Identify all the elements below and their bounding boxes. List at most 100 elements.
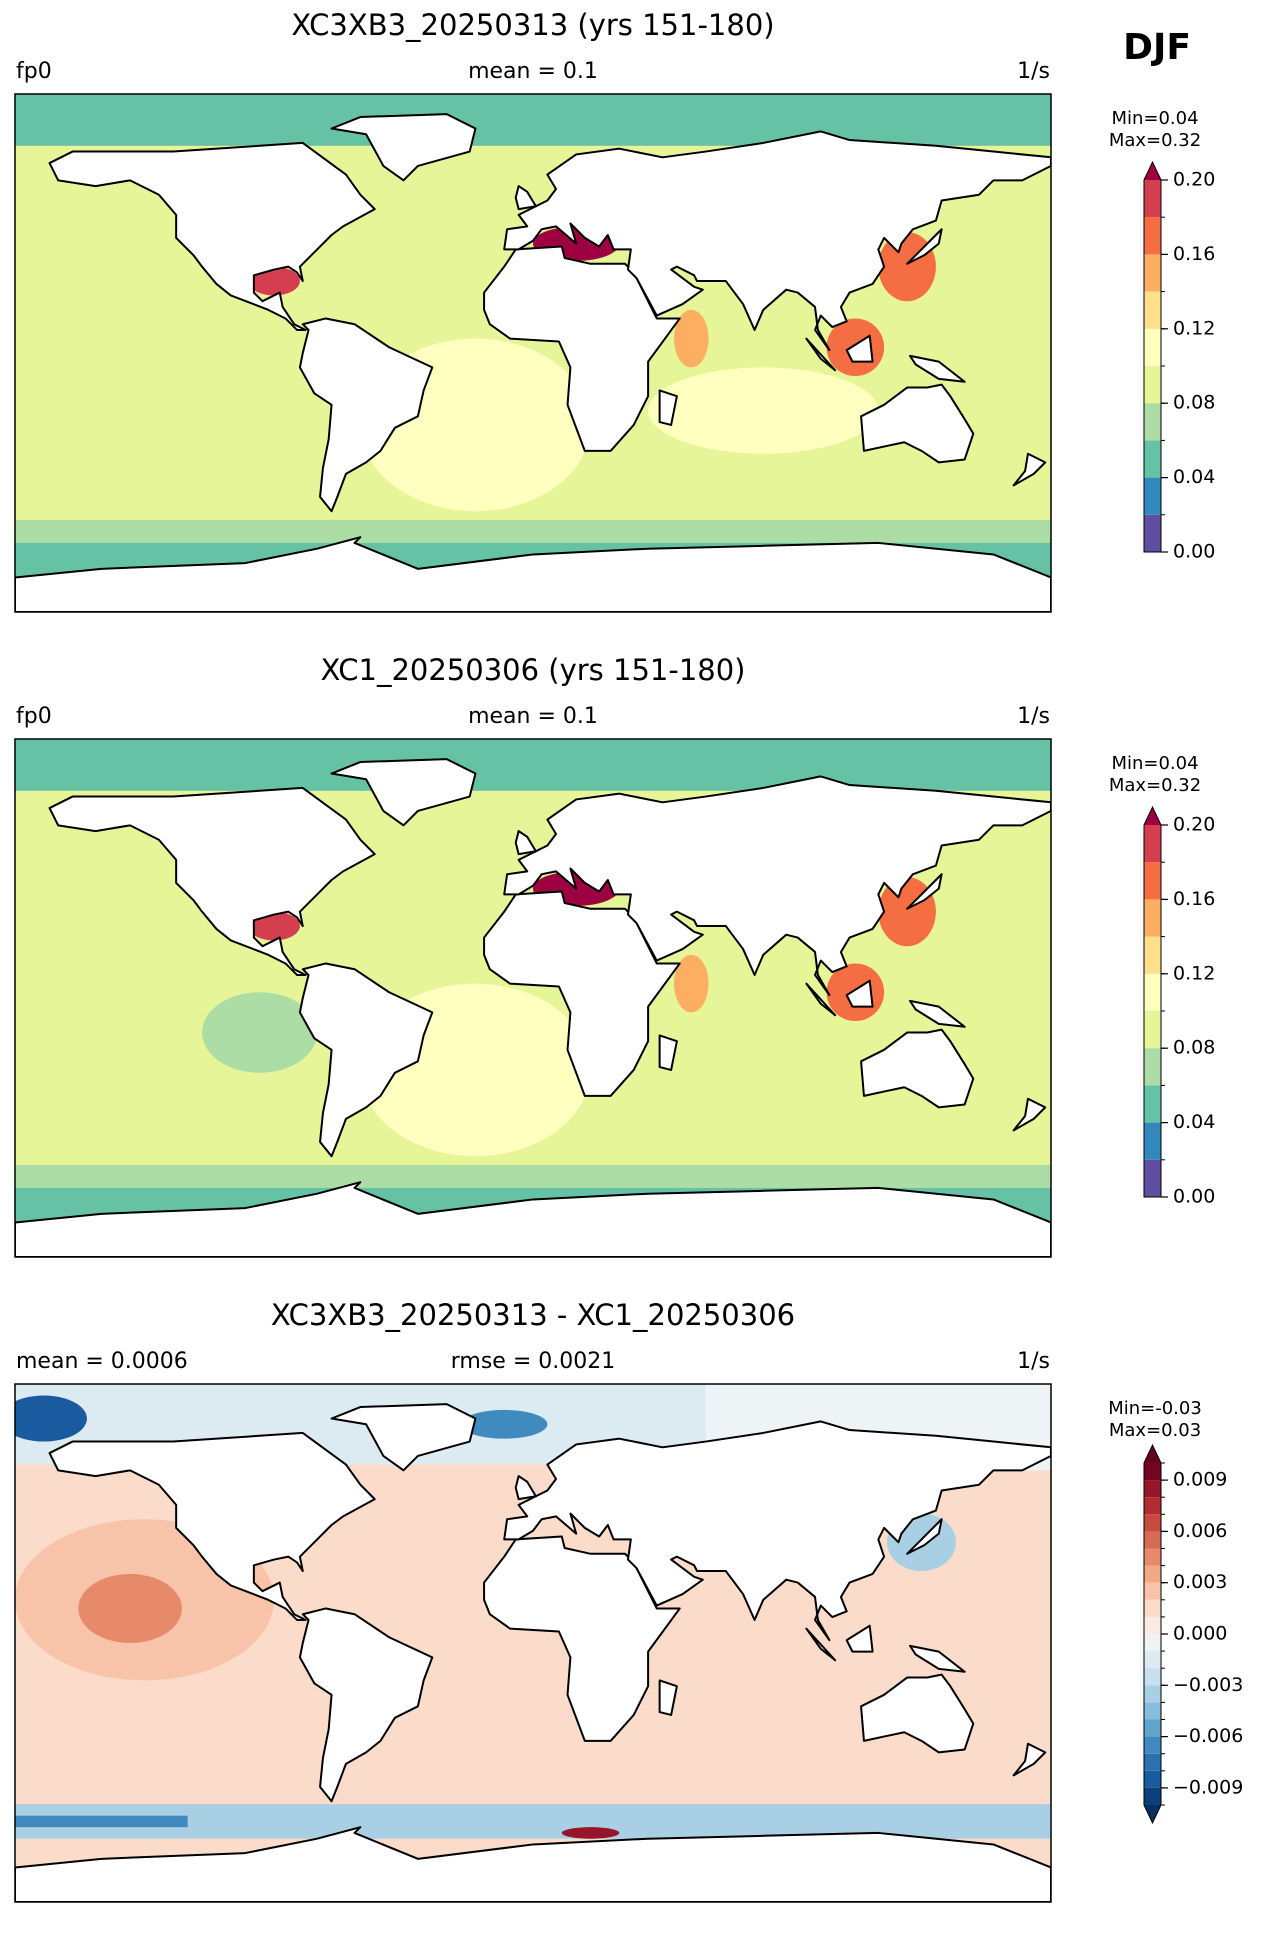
colorbar-level <box>1144 1753 1161 1771</box>
max-label: Max=0.32 <box>1109 775 1201 796</box>
center-label: rmse = 0.0021 <box>451 1349 615 1374</box>
tick-label: 0.16 <box>1173 243 1215 265</box>
colorbar-level <box>1144 1702 1161 1720</box>
right-label: 1/s <box>1017 59 1050 84</box>
colorbar-level <box>1144 1634 1161 1652</box>
colorbar-level <box>1144 440 1161 478</box>
colorbar-level <box>1144 1548 1161 1566</box>
min-label: Min=0.04 <box>1111 753 1198 774</box>
field <box>15 94 1051 146</box>
tick-label: 0.20 <box>1173 814 1215 836</box>
colorbar-level <box>1144 825 1161 863</box>
colorbar-level <box>1144 291 1161 329</box>
max-label: Max=0.32 <box>1109 130 1201 151</box>
colorbar-level <box>1144 1668 1161 1686</box>
field <box>15 1164 1051 1188</box>
colorbar-level <box>1144 514 1161 552</box>
tick-label: 0.04 <box>1173 1111 1215 1133</box>
tick-label: 0.04 <box>1173 466 1215 488</box>
colorbar-level <box>1144 328 1161 366</box>
extend-arrow <box>1144 1445 1161 1463</box>
tick-label: 0.16 <box>1173 888 1215 910</box>
min-label: Min=0.04 <box>1111 108 1198 129</box>
colorbar-level <box>1144 1497 1161 1515</box>
colorbar-level <box>1144 1770 1161 1788</box>
left-label: fp0 <box>16 59 52 84</box>
field <box>15 519 1051 543</box>
field <box>78 1573 182 1643</box>
field <box>674 309 709 368</box>
map-frame <box>14 93 1052 613</box>
field <box>202 992 318 1073</box>
colorbar-level <box>1144 1616 1161 1634</box>
center-label: mean = 0.1 <box>468 704 598 729</box>
tick-label: 0.12 <box>1173 317 1215 339</box>
min-label: Min=-0.03 <box>1108 1398 1202 1419</box>
colorbar-level <box>1144 899 1161 937</box>
field <box>15 739 1051 791</box>
right-label: 1/s <box>1017 704 1050 729</box>
tick-label: 0.009 <box>1173 1469 1227 1491</box>
map-frame <box>14 738 1052 1258</box>
field <box>674 954 709 1013</box>
tick-label: −0.003 <box>1173 1674 1243 1696</box>
colorbar-level <box>1144 862 1161 900</box>
tick-label: 0.20 <box>1173 169 1215 191</box>
right-label: 1/s <box>1017 1349 1050 1374</box>
tick-label: 0.08 <box>1173 392 1215 414</box>
center-label: mean = 0.1 <box>468 59 598 84</box>
colorbar-level <box>1144 1085 1161 1123</box>
colorbar-level <box>1144 1599 1161 1617</box>
colorbar-level <box>1144 1565 1161 1583</box>
colorbar-level <box>1144 366 1161 404</box>
field <box>561 1827 620 1839</box>
colorbar-level <box>1144 180 1161 218</box>
extend-arrow <box>1144 162 1161 180</box>
colorbar-level <box>1144 1531 1161 1549</box>
colorbar-level <box>1144 477 1161 515</box>
map <box>15 1384 1051 1902</box>
field <box>461 1409 548 1439</box>
colorbar-level <box>1144 1685 1161 1703</box>
left-label: fp0 <box>16 704 52 729</box>
panel: XC1_20250306 (yrs 151-180) fp0 mean = 0.1 1… <box>14 653 1215 1258</box>
extend-arrow <box>1144 807 1161 825</box>
colorbar-level <box>1144 1736 1161 1754</box>
tick-label: −0.006 <box>1173 1725 1243 1747</box>
colorbar-level <box>1144 1514 1161 1532</box>
tick-label: −0.009 <box>1173 1776 1243 1798</box>
colorbar-level <box>1144 1787 1161 1805</box>
field <box>15 1395 87 1442</box>
extend-arrow <box>1144 1805 1161 1823</box>
colorbar-level <box>1144 1463 1161 1481</box>
tick-label: 0.00 <box>1173 541 1215 563</box>
colorbar-level <box>1144 1480 1161 1498</box>
panel-title: XC1_20250306 (yrs 151-180) <box>321 653 746 687</box>
map <box>15 94 1051 612</box>
colorbar-level <box>1144 936 1161 974</box>
colorbar-level <box>1144 403 1161 441</box>
colorbar-level <box>1144 1048 1161 1086</box>
colorbar-level <box>1144 1719 1161 1737</box>
field <box>15 1815 188 1828</box>
tick-label: 0.08 <box>1173 1037 1215 1059</box>
panel-title: XC3XB3_20250313 - XC1_20250306 <box>271 1298 795 1332</box>
colorbar-level <box>1144 1159 1161 1197</box>
season-label: DJF <box>1123 27 1191 68</box>
colorbar-level <box>1144 1582 1161 1600</box>
map <box>15 739 1051 1257</box>
map-frame <box>14 1383 1052 1903</box>
panel-title: XC3XB3_20250313 (yrs 151-180) <box>291 8 774 42</box>
max-label: Max=0.03 <box>1109 1420 1201 1441</box>
tick-label: 0.000 <box>1173 1623 1227 1645</box>
panel: XC3XB3_20250313 (yrs 151-180) fp0 mean = 0… <box>14 8 1215 613</box>
colorbar-level <box>1144 217 1161 255</box>
field <box>648 367 879 454</box>
colorbar-level <box>1144 973 1161 1011</box>
tick-label: 0.003 <box>1173 1571 1227 1593</box>
left-label: mean = 0.0006 <box>16 1349 188 1374</box>
colorbar-level <box>1144 254 1161 292</box>
